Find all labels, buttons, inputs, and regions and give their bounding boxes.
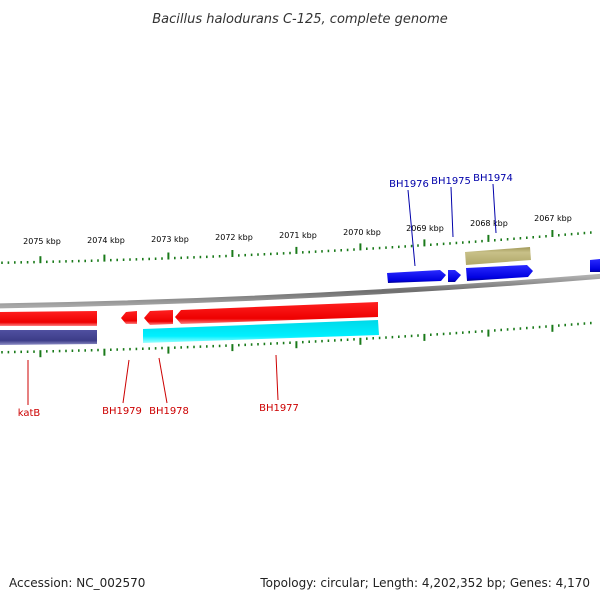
scale-label-2072: 2072 kbp <box>215 233 253 242</box>
label-bh1976[interactable]: BH1976 <box>389 179 429 190</box>
connector-bh1979 <box>122 359 130 404</box>
gene-bh1974[interactable] <box>466 265 533 281</box>
connector-bh1975 <box>450 186 454 238</box>
gene-bh1978[interactable] <box>144 310 173 325</box>
upper-scale-ticks <box>1 230 592 264</box>
topology-summary-text: Topology: circular; Length: 4,202,352 bp… <box>259 576 590 590</box>
connector-bh1974 <box>492 183 497 234</box>
label-katb[interactable]: katB <box>18 408 41 419</box>
lower-scale-ticks <box>1 321 592 358</box>
gene-bh1977[interactable] <box>175 302 378 324</box>
scale-label-2069: 2069 kbp <box>406 224 444 233</box>
reverse-gene-labels: katB BH1979 BH1978 BH1977 <box>18 403 299 419</box>
label-bh1975[interactable]: BH1975 <box>431 176 471 187</box>
scale-label-2073: 2073 kbp <box>151 235 189 244</box>
label-bh1974[interactable]: BH1974 <box>473 173 513 184</box>
reverse-strand-features <box>0 302 379 345</box>
gene-bh1975[interactable] <box>448 270 461 282</box>
genome-backbone <box>0 273 600 309</box>
forward-strand-features <box>387 247 600 283</box>
connector-bh1977 <box>275 354 279 401</box>
connector-bh1978 <box>158 357 168 404</box>
label-bh1978[interactable]: BH1978 <box>149 406 189 417</box>
feature-katb-misc[interactable] <box>0 330 97 345</box>
gene-bh1976[interactable] <box>387 270 446 283</box>
connector-bh1976 <box>407 189 416 267</box>
label-connectors <box>27 183 497 405</box>
scale-label-2068: 2068 kbp <box>470 219 508 228</box>
label-bh1979[interactable]: BH1979 <box>102 406 142 417</box>
feature-bh1977-misc[interactable] <box>143 320 379 343</box>
feature-forward-misc[interactable] <box>465 247 531 265</box>
gene-forward-edge[interactable] <box>590 259 600 272</box>
label-bh1977[interactable]: BH1977 <box>259 403 299 414</box>
scale-label-2070: 2070 kbp <box>343 228 381 237</box>
scale-label-2067: 2067 kbp <box>534 214 572 223</box>
gene-katb[interactable] <box>0 311 97 326</box>
scale-label-2074: 2074 kbp <box>87 236 125 245</box>
map-title: Bacillus halodurans C-125, complete geno… <box>152 12 448 27</box>
scale-label-2075: 2075 kbp <box>23 237 61 246</box>
scale-labels: 2075 kbp 2074 kbp 2073 kbp 2072 kbp 2071… <box>23 214 572 246</box>
scale-label-2071: 2071 kbp <box>279 231 317 240</box>
forward-gene-labels: BH1976 BH1975 BH1974 <box>389 173 513 190</box>
gene-bh1979[interactable] <box>121 311 137 324</box>
accession-text: Accession: NC_002570 <box>9 576 145 590</box>
